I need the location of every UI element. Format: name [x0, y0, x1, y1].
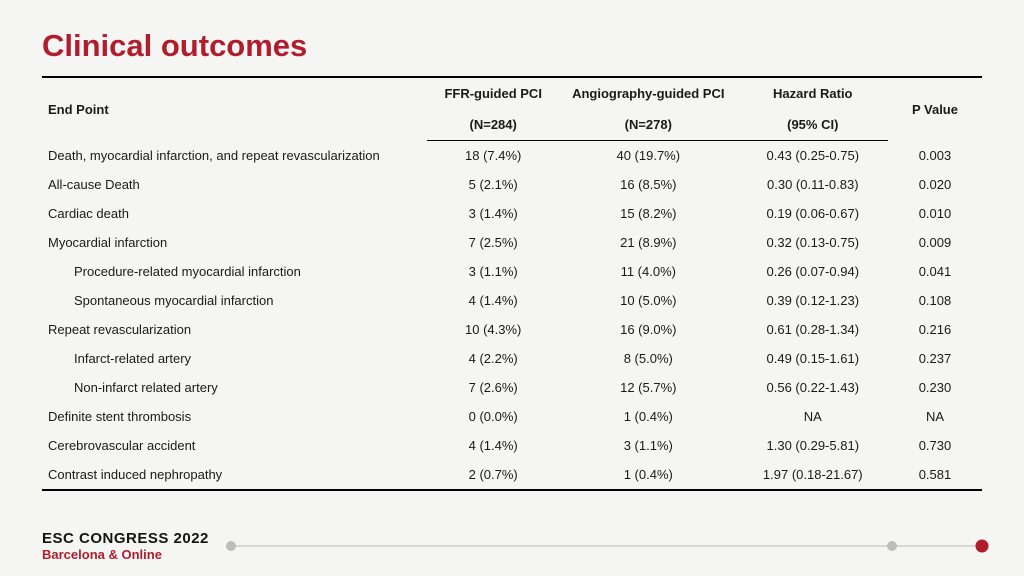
cell-endpoint: All-cause Death: [42, 170, 427, 199]
cell-angio: 40 (19.7%): [559, 141, 738, 171]
cell-ffr: 7 (2.5%): [427, 228, 559, 257]
cell-p: 0.041: [888, 257, 982, 286]
table-row: Infarct-related artery4 (2.2%)8 (5.0%)0.…: [42, 344, 982, 373]
cell-ffr: 3 (1.1%): [427, 257, 559, 286]
cell-hr: 0.30 (0.11-0.83): [738, 170, 888, 199]
table-row: Definite stent thrombosis0 (0.0%)1 (0.4%…: [42, 402, 982, 431]
slide-footer: ESC CONGRESS 2022 Barcelona & Online: [42, 530, 982, 562]
cell-ffr: 0 (0.0%): [427, 402, 559, 431]
table-body: Death, myocardial infarction, and repeat…: [42, 141, 982, 491]
table-row: Death, myocardial infarction, and repeat…: [42, 141, 982, 171]
slide-title: Clinical outcomes: [42, 28, 982, 64]
cell-angio: 10 (5.0%): [559, 286, 738, 315]
cell-endpoint: Myocardial infarction: [42, 228, 427, 257]
timeline-dot-current: [976, 540, 989, 553]
table-row: Contrast induced nephropathy2 (0.7%)1 (0…: [42, 460, 982, 490]
cell-angio: 21 (8.9%): [559, 228, 738, 257]
cell-p: 0.581: [888, 460, 982, 490]
table-row: Procedure-related myocardial infarction3…: [42, 257, 982, 286]
cell-ffr: 18 (7.4%): [427, 141, 559, 171]
cell-p: 0.020: [888, 170, 982, 199]
cell-angio: 8 (5.0%): [559, 344, 738, 373]
cell-hr: 0.26 (0.07-0.94): [738, 257, 888, 286]
cell-p: 0.237: [888, 344, 982, 373]
cell-endpoint: Non-infarct related artery: [42, 373, 427, 402]
col-subheader-ffr: (N=284): [427, 109, 559, 141]
cell-ffr: 10 (4.3%): [427, 315, 559, 344]
cell-ffr: 3 (1.4%): [427, 199, 559, 228]
cell-hr: 0.43 (0.25-0.75): [738, 141, 888, 171]
slide: Clinical outcomes End Point FFR-guided P…: [0, 0, 1024, 576]
cell-angio: 3 (1.1%): [559, 431, 738, 460]
timeline-dot: [226, 541, 236, 551]
cell-angio: 12 (5.7%): [559, 373, 738, 402]
cell-hr: 1.30 (0.29-5.81): [738, 431, 888, 460]
congress-name: ESC CONGRESS 2022: [42, 530, 209, 547]
congress-sub: Barcelona & Online: [42, 547, 209, 562]
table-row: Cardiac death3 (1.4%)15 (8.2%)0.19 (0.06…: [42, 199, 982, 228]
table-row: Cerebrovascular accident4 (1.4%)3 (1.1%)…: [42, 431, 982, 460]
cell-hr: 1.97 (0.18-21.67): [738, 460, 888, 490]
outcomes-table: End Point FFR-guided PCI Angiography-gui…: [42, 76, 982, 491]
cell-angio: 1 (0.4%): [559, 460, 738, 490]
cell-hr: 0.61 (0.28-1.34): [738, 315, 888, 344]
cell-hr: 0.56 (0.22-1.43): [738, 373, 888, 402]
cell-p: 0.009: [888, 228, 982, 257]
cell-p: 0.108: [888, 286, 982, 315]
table-row: Repeat revascularization10 (4.3%)16 (9.0…: [42, 315, 982, 344]
cell-p: NA: [888, 402, 982, 431]
cell-hr: 0.19 (0.06-0.67): [738, 199, 888, 228]
col-subheader-angio: (N=278): [559, 109, 738, 141]
col-subheader-hr: (95% CI): [738, 109, 888, 141]
table-row: Myocardial infarction7 (2.5%)21 (8.9%)0.…: [42, 228, 982, 257]
cell-angio: 16 (9.0%): [559, 315, 738, 344]
cell-angio: 1 (0.4%): [559, 402, 738, 431]
col-header-hr: Hazard Ratio: [738, 77, 888, 109]
cell-hr: 0.32 (0.13-0.75): [738, 228, 888, 257]
congress-badge: ESC CONGRESS 2022 Barcelona & Online: [42, 530, 209, 562]
cell-p: 0.010: [888, 199, 982, 228]
cell-ffr: 2 (0.7%): [427, 460, 559, 490]
table-row: All-cause Death5 (2.1%)16 (8.5%)0.30 (0.…: [42, 170, 982, 199]
table-row: Non-infarct related artery7 (2.6%)12 (5.…: [42, 373, 982, 402]
cell-p: 0.003: [888, 141, 982, 171]
col-header-angio: Angiography-guided PCI: [559, 77, 738, 109]
cell-ffr: 5 (2.1%): [427, 170, 559, 199]
table-header: End Point FFR-guided PCI Angiography-gui…: [42, 77, 982, 141]
cell-p: 0.730: [888, 431, 982, 460]
cell-endpoint: Procedure-related myocardial infarction: [42, 257, 427, 286]
cell-endpoint: Death, myocardial infarction, and repeat…: [42, 141, 427, 171]
cell-angio: 11 (4.0%): [559, 257, 738, 286]
timeline-track: [231, 545, 982, 547]
cell-endpoint: Cerebrovascular accident: [42, 431, 427, 460]
timeline-dot: [887, 541, 897, 551]
cell-endpoint: Contrast induced nephropathy: [42, 460, 427, 490]
cell-hr: 0.49 (0.15-1.61): [738, 344, 888, 373]
cell-endpoint: Cardiac death: [42, 199, 427, 228]
cell-endpoint: Spontaneous myocardial infarction: [42, 286, 427, 315]
table-row: Spontaneous myocardial infarction4 (1.4%…: [42, 286, 982, 315]
cell-hr: 0.39 (0.12-1.23): [738, 286, 888, 315]
progress-timeline: [231, 539, 982, 553]
cell-angio: 16 (8.5%): [559, 170, 738, 199]
col-header-ffr: FFR-guided PCI: [427, 77, 559, 109]
cell-angio: 15 (8.2%): [559, 199, 738, 228]
col-header-p: P Value: [888, 77, 982, 141]
cell-ffr: 4 (1.4%): [427, 286, 559, 315]
cell-ffr: 4 (1.4%): [427, 431, 559, 460]
cell-p: 0.230: [888, 373, 982, 402]
cell-endpoint: Infarct-related artery: [42, 344, 427, 373]
cell-endpoint: Definite stent thrombosis: [42, 402, 427, 431]
cell-ffr: 7 (2.6%): [427, 373, 559, 402]
col-header-endpoint: End Point: [42, 77, 427, 141]
cell-p: 0.216: [888, 315, 982, 344]
cell-ffr: 4 (2.2%): [427, 344, 559, 373]
cell-hr: NA: [738, 402, 888, 431]
cell-endpoint: Repeat revascularization: [42, 315, 427, 344]
